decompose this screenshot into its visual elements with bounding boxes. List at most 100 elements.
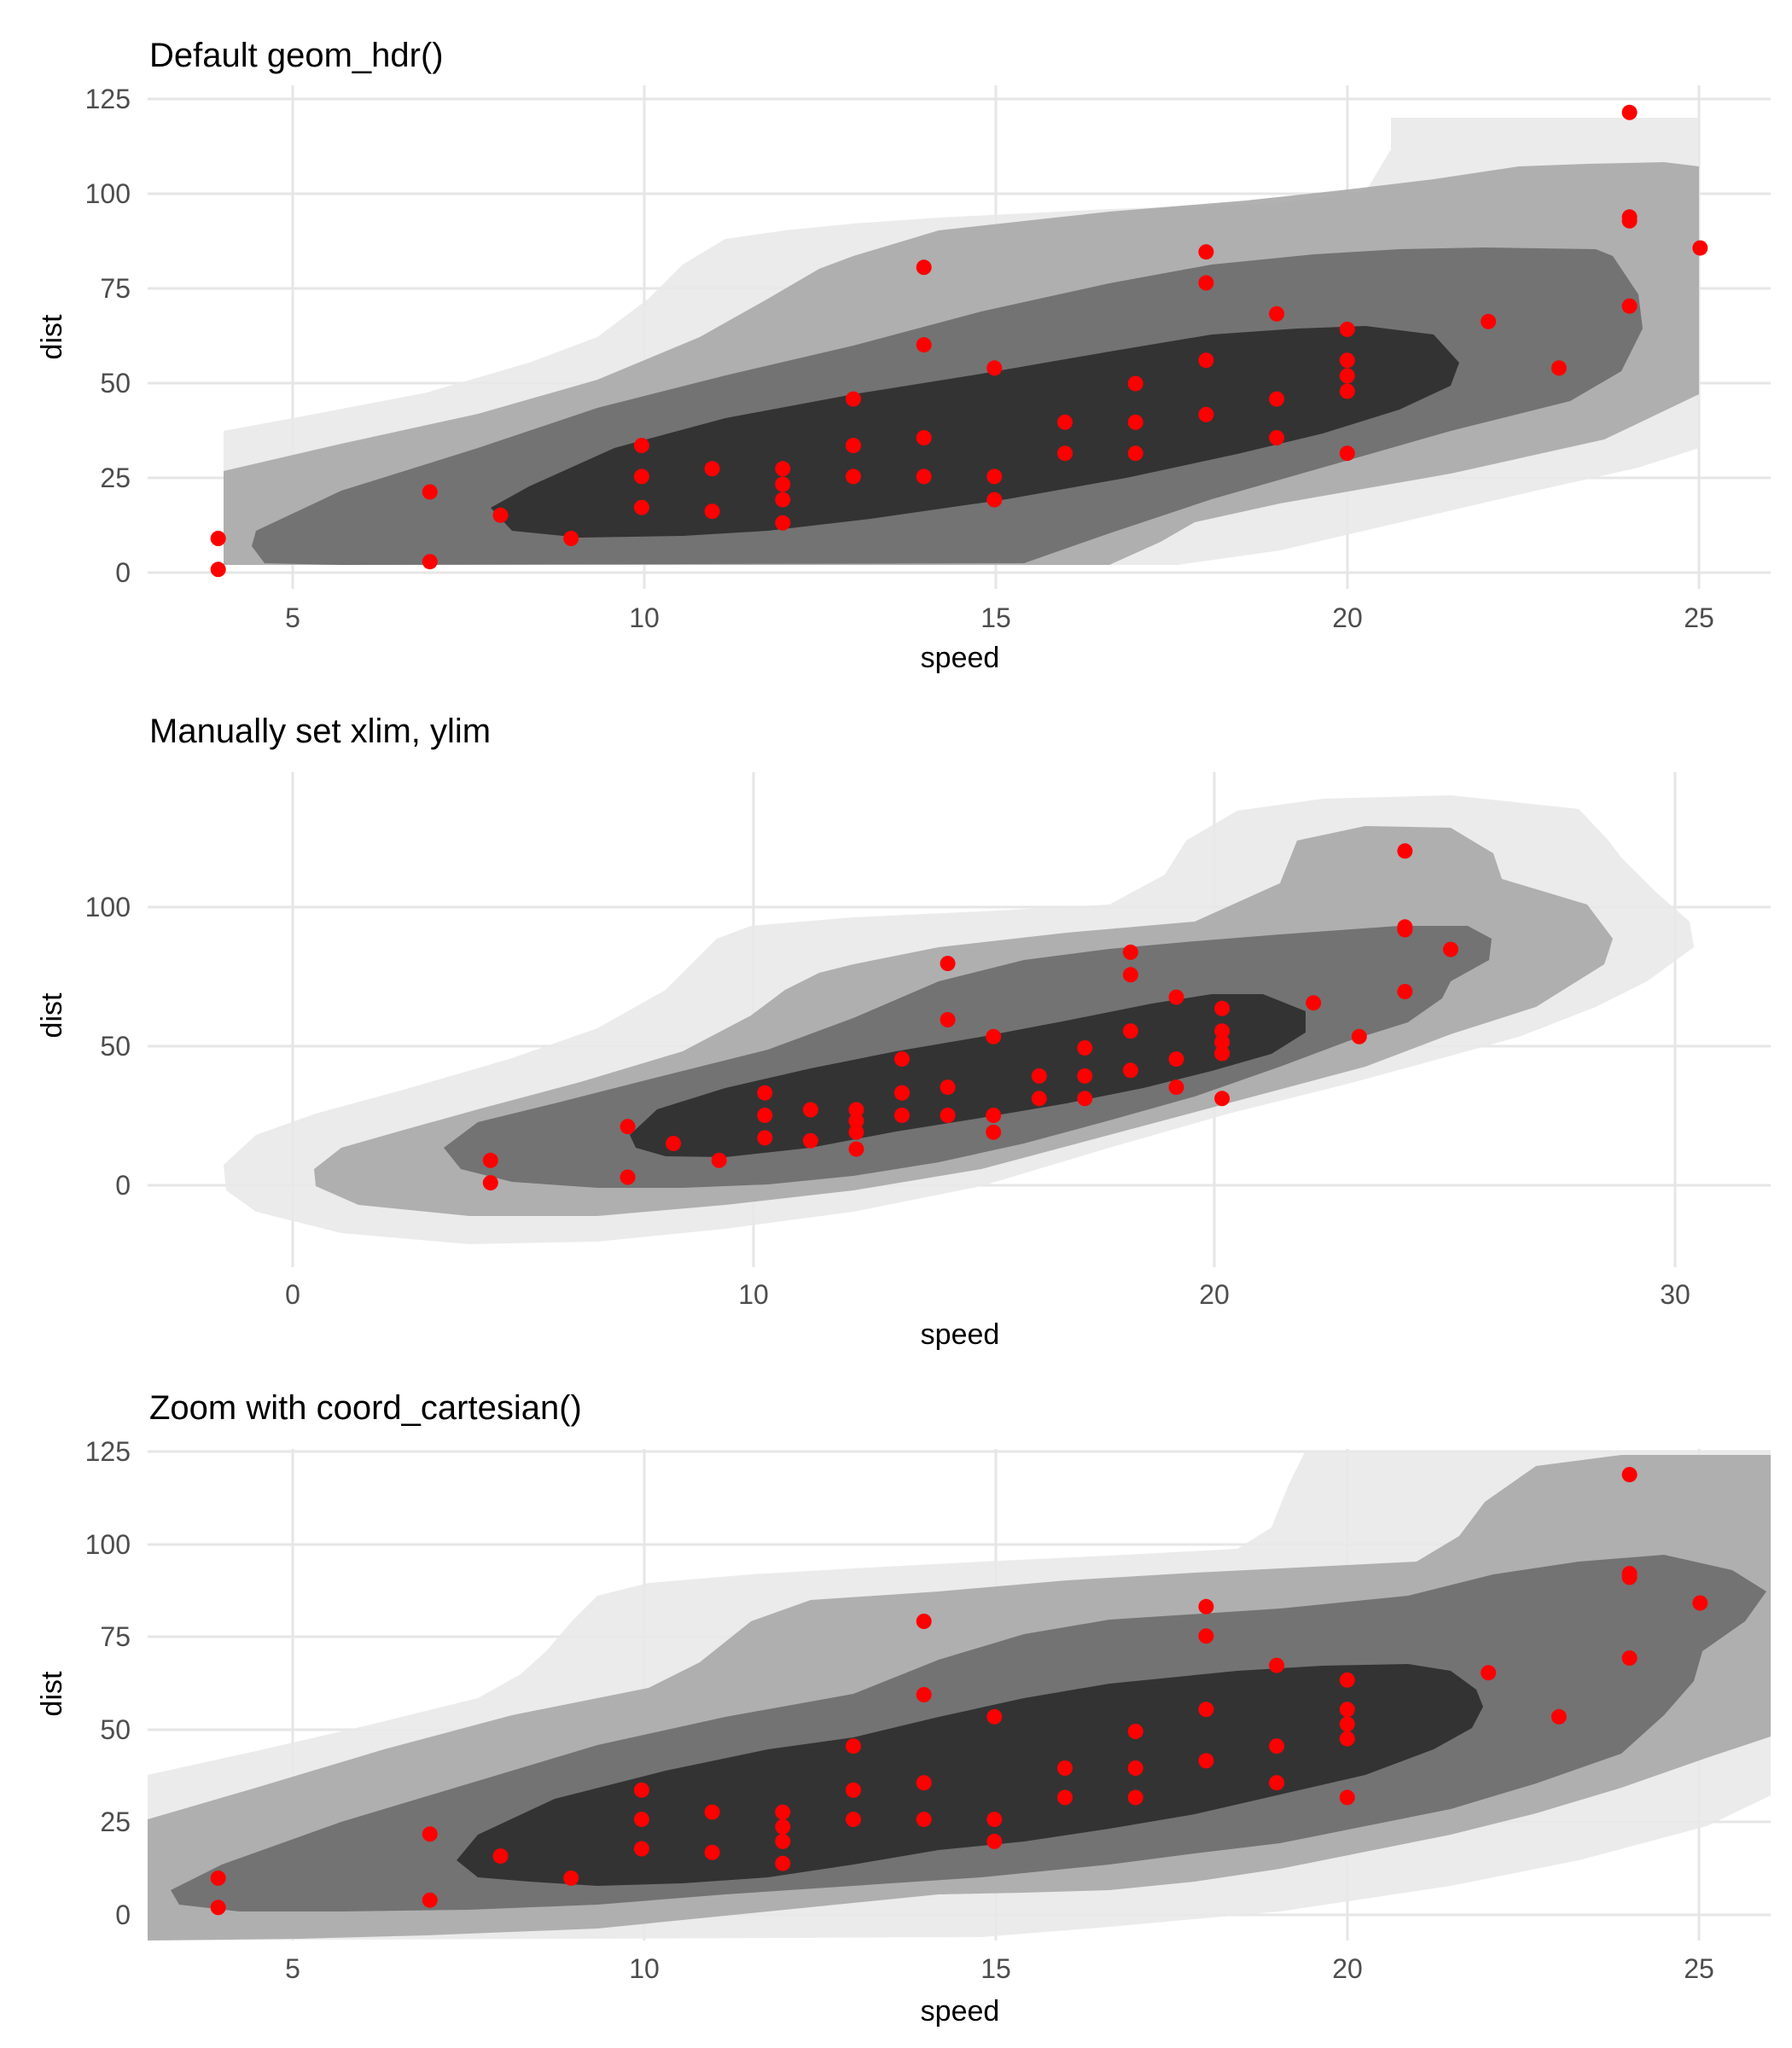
panel-2-data-point	[940, 1012, 956, 1027]
panel-3-x-tick-labels: 5 10 15 20 25	[285, 1953, 1714, 1984]
panel-2-data-point	[1077, 1091, 1093, 1107]
panel-1-data-point	[1621, 298, 1638, 314]
panel-2-xtick-30: 30	[1660, 1279, 1690, 1310]
panel-1-data-point	[846, 438, 861, 454]
panel-2-data-point	[1122, 967, 1138, 983]
panel-1-data-point	[986, 492, 1003, 508]
panel-1-data-point	[775, 476, 791, 492]
panel-2-data-point	[802, 1102, 818, 1118]
panel-1-data-point	[633, 438, 649, 454]
panel-3-points	[210, 1467, 1708, 1916]
panel-1-data-point	[1057, 445, 1073, 462]
panel-2-title: Manually set xlim, ylim	[149, 713, 491, 750]
panel-3-hdr-50-region	[457, 1664, 1483, 1886]
panel-3-x-axis-title: speed	[921, 1995, 1000, 2028]
panel-1-data-point	[1621, 104, 1638, 120]
panel-1-x-tick-labels: 5 10 15 20 25	[285, 602, 1714, 633]
panel-3-data-point	[1057, 1789, 1073, 1806]
panel-2-data-point	[1397, 919, 1413, 935]
panel-1-data-point	[1551, 360, 1567, 376]
panel-2-data-point	[1168, 1051, 1184, 1068]
panel-2-data-point	[1351, 1028, 1367, 1044]
panel-1-data-point	[1481, 313, 1497, 329]
panel-1-data-point	[1198, 244, 1214, 260]
panel-2-data-point	[802, 1132, 818, 1149]
panel-1-data-point	[1198, 406, 1214, 422]
panel-3-data-point	[633, 1841, 649, 1857]
panel-2-data-point	[894, 1051, 910, 1068]
panel-3-ytick-50: 50	[100, 1714, 131, 1745]
panel-1-data-point	[563, 531, 579, 546]
panel-3-data-point	[563, 1870, 579, 1886]
panel-1-data-point	[422, 554, 438, 570]
panel-2-x-tick-labels: 0 10 20 30	[285, 1279, 1690, 1310]
panel-3-y-axis-title: dist	[36, 1671, 68, 1716]
panel-2-xtick-20: 20	[1199, 1279, 1230, 1310]
panel-1-data-point	[1269, 430, 1285, 445]
panel-1-title: Default geom_hdr()	[149, 37, 444, 74]
panel-3-data-point	[1198, 1702, 1214, 1718]
panel-3-ytick-100: 100	[85, 1529, 131, 1560]
panel-3-data-point	[1198, 1598, 1214, 1615]
panel-2-y-tick-labels: 100 50 0	[85, 892, 131, 1201]
panel-3-data-point	[986, 1708, 1003, 1725]
panel-2-data-point	[482, 1175, 498, 1191]
panel-2-ytick-100: 100	[85, 892, 131, 922]
panel-3-data-point	[1621, 1467, 1638, 1483]
panel-3-data-point	[1481, 1665, 1497, 1681]
panel-1-data-point	[633, 468, 649, 485]
panel-1-data-point	[1127, 414, 1143, 430]
panel-1-data-point	[210, 561, 226, 578]
panel-3-data-point	[1127, 1789, 1143, 1806]
panel-1-data-point	[916, 430, 932, 445]
panel-3-data-point	[704, 1844, 720, 1860]
panel-2-data-point	[620, 1119, 636, 1135]
panel-1-ytick-50: 50	[100, 368, 131, 399]
panel-3-data-point	[1339, 1716, 1355, 1732]
panel-2-data-point	[986, 1108, 1002, 1123]
panel-1-data-point	[1339, 368, 1355, 384]
panel-3-data-point	[916, 1687, 932, 1702]
panel-2-data-point	[1214, 1045, 1231, 1062]
panel-2-data-point	[1397, 843, 1413, 859]
panel-2-data-point	[1031, 1091, 1047, 1107]
panel-1-data-point	[1339, 383, 1355, 399]
panel-3-data-point	[1269, 1657, 1285, 1673]
panel-3-data-point	[775, 1804, 791, 1820]
panel-3-ytick-0: 0	[115, 1900, 131, 1930]
panel-1-data-point	[775, 515, 791, 531]
panel-3-xtick-15: 15	[980, 1953, 1011, 1984]
panel-3-data-point	[1269, 1738, 1285, 1754]
panel-3-title: Zoom with coord_cartesian()	[149, 1389, 582, 1427]
panel-3-data-point	[846, 1812, 861, 1828]
panel-3-data-point	[1551, 1708, 1567, 1725]
panel-1-data-point	[775, 492, 791, 508]
panel-3-data-point	[775, 1818, 791, 1835]
panel-3-xtick-5: 5	[285, 1953, 300, 1984]
panel-2-data-point	[940, 1108, 956, 1123]
panel-2-points	[482, 843, 1458, 1191]
panel-3-data-point	[1339, 1672, 1355, 1688]
panel-3-data-point	[492, 1848, 509, 1865]
panel-1-data-point	[210, 531, 226, 546]
panel-2-xtick-0: 0	[285, 1279, 300, 1310]
panel-3-data-point	[916, 1614, 932, 1629]
panel-1-y-axis-title: dist	[36, 314, 68, 359]
panel-3-data-point	[704, 1804, 720, 1820]
panel-3-data-point	[210, 1900, 226, 1916]
panel-1-xtick-20: 20	[1332, 602, 1363, 633]
panel-1-xtick-15: 15	[980, 602, 1011, 633]
panel-3-xtick-25: 25	[1684, 1953, 1714, 1984]
panel-3-ytick-25: 25	[100, 1807, 131, 1837]
panel-1-data-point	[1269, 305, 1285, 322]
panel-1-data-point	[1057, 414, 1073, 430]
panel-3-ytick-75: 75	[100, 1621, 131, 1652]
panel-1-data-point	[775, 461, 791, 477]
panel-1-data-point	[1339, 321, 1355, 337]
panel-manual-limits: Manually set xlim, ylim 100 50 0 0 10 20	[36, 713, 1771, 1351]
panel-2-data-point	[711, 1152, 727, 1168]
panel-1-data-point	[704, 503, 720, 520]
panel-2-data-point	[1122, 1062, 1138, 1079]
panel-2-data-point	[940, 956, 956, 972]
